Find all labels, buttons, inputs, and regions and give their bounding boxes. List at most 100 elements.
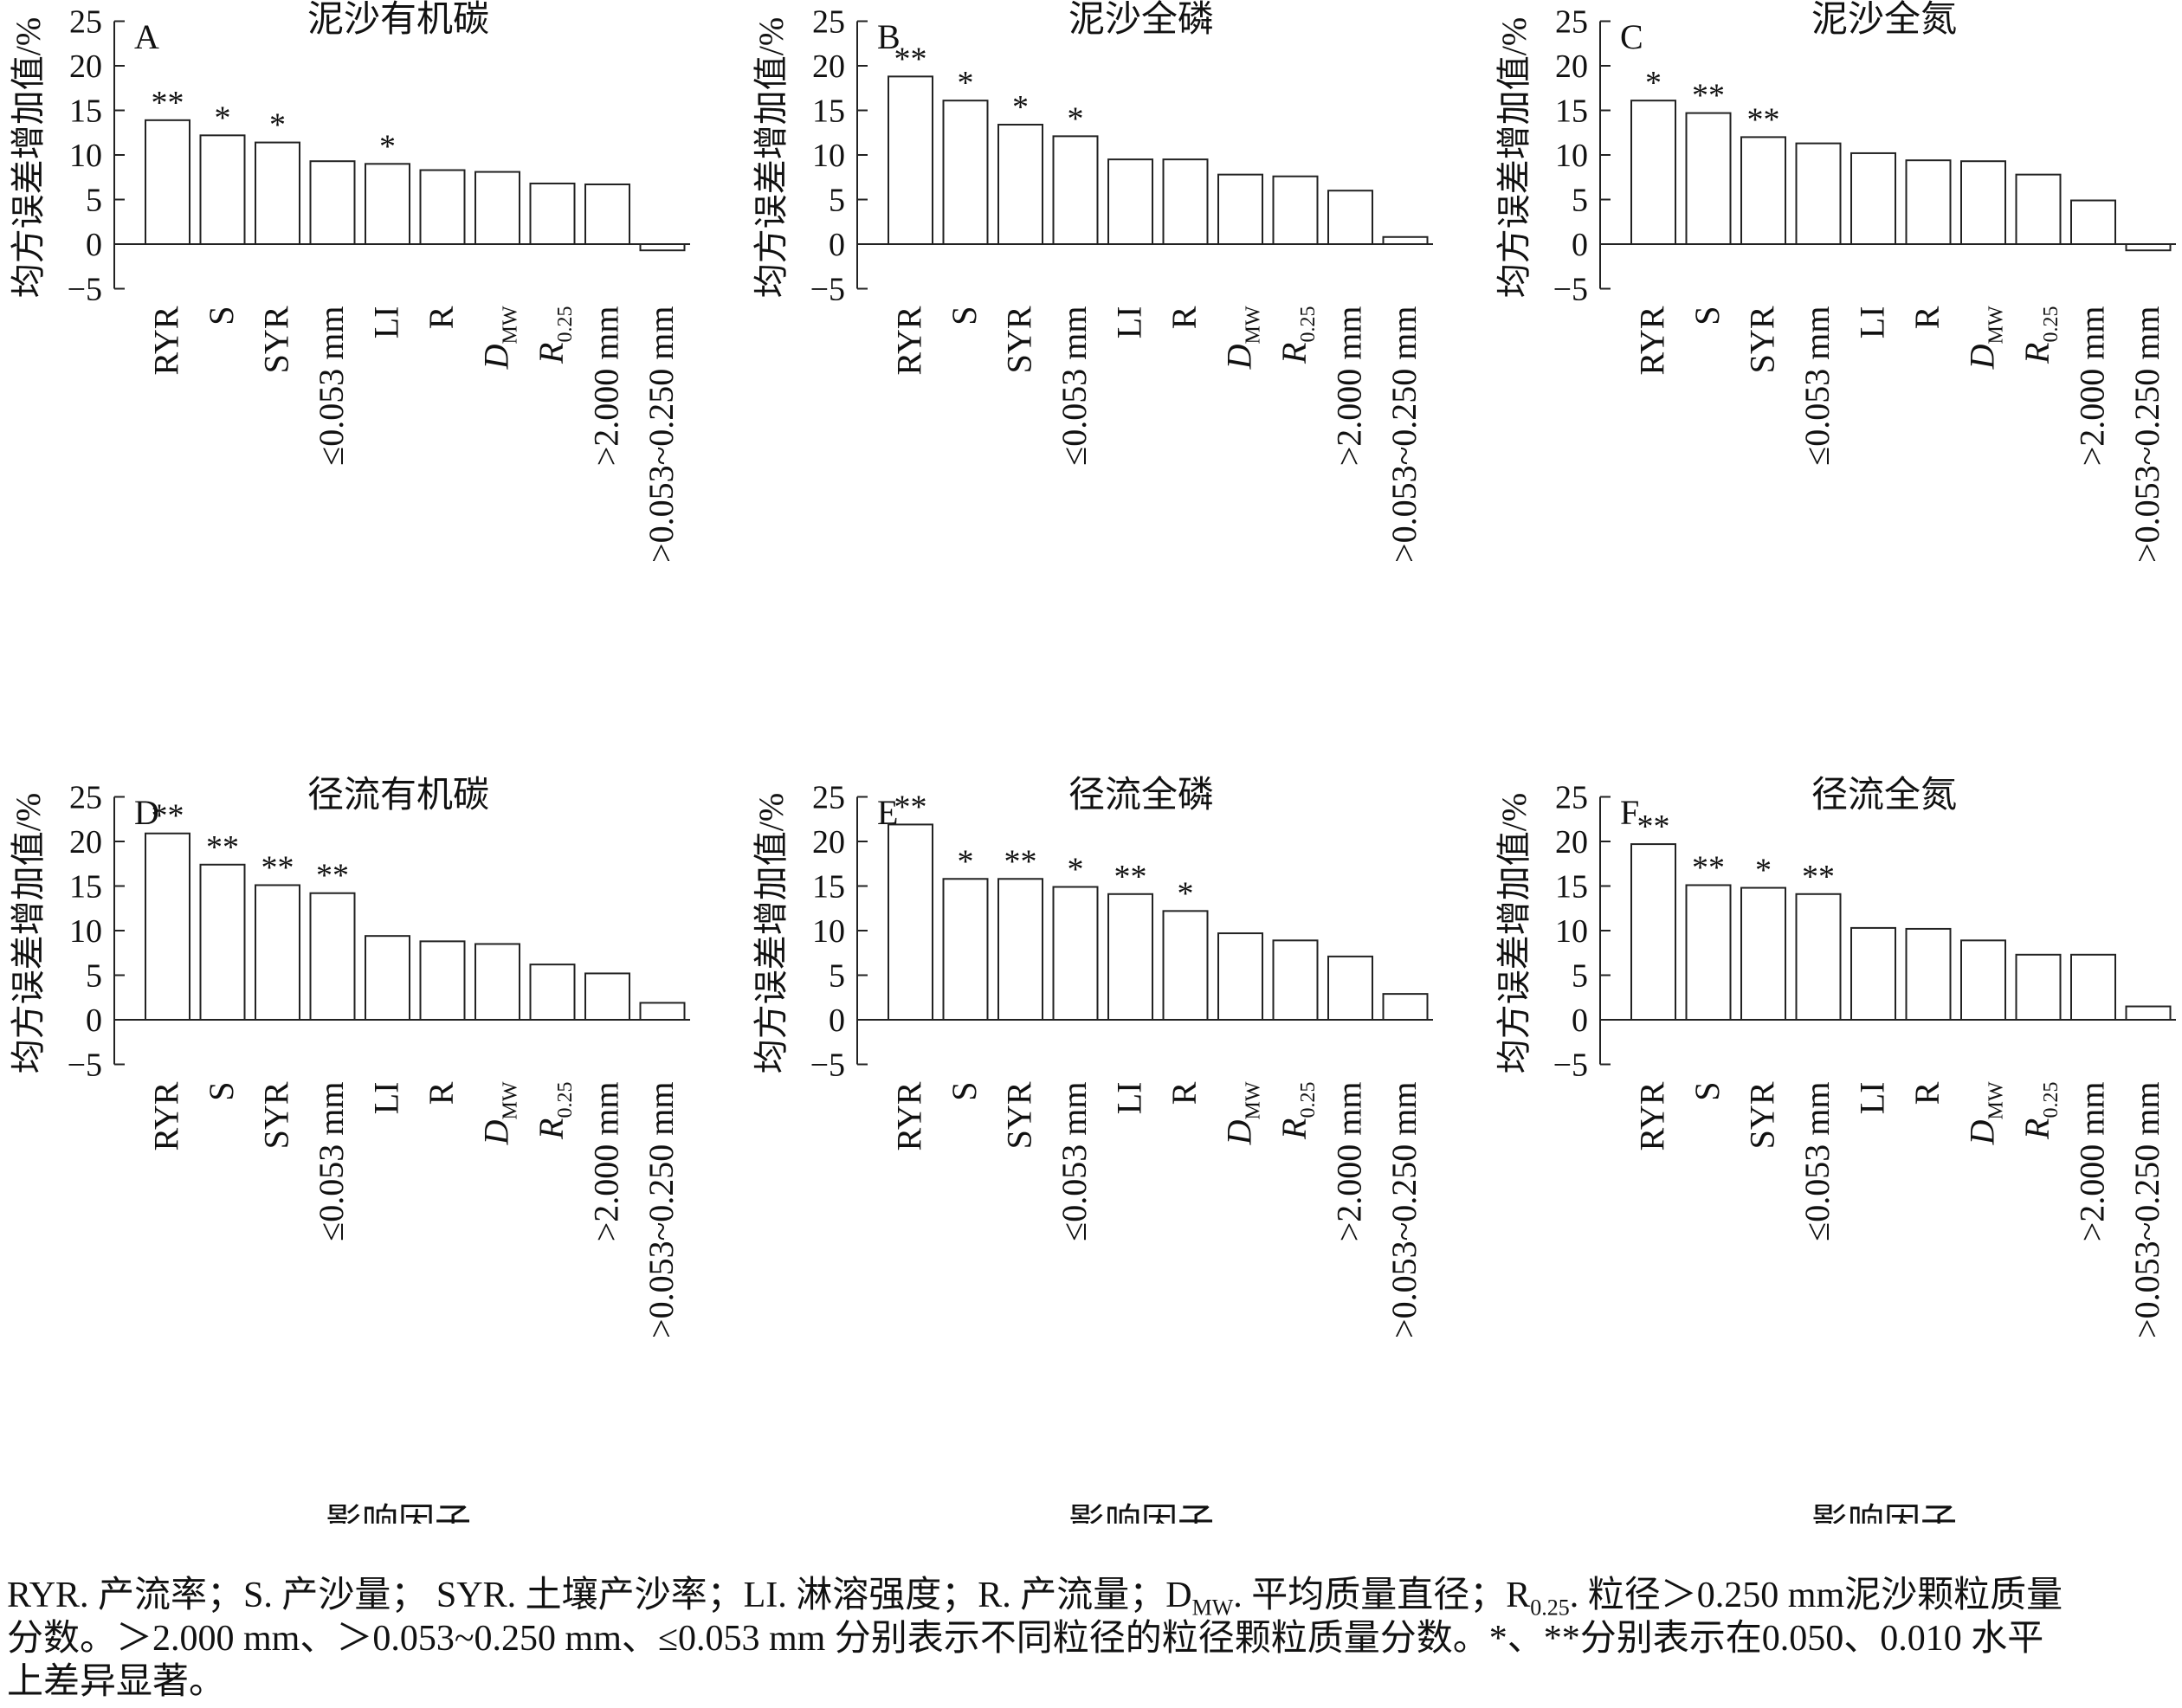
category-label: LI (1110, 1082, 1149, 1115)
y-tick-label: 0 (1572, 1002, 1588, 1039)
category-label-sub: 0.25 (2040, 1082, 2063, 1118)
category-label: >2.000 mm (1330, 306, 1369, 467)
y-axis-title: 均方误差增加值/% (9, 793, 48, 1073)
y-tick-label: 15 (812, 869, 845, 906)
category-label: ≤0.053 mm (312, 306, 351, 466)
category-label-sub: 0.25 (554, 1082, 577, 1118)
significance-mark: * (1645, 65, 1662, 101)
category-label: ≤0.053 mm (1798, 306, 1837, 466)
y-axis-title: 均方误差增加值/% (9, 17, 48, 298)
category-label-main: D (1963, 1119, 2002, 1145)
y-tick-label: 5 (1572, 183, 1588, 219)
caption-line-3: 上差异显著。 (7, 1662, 226, 1702)
category-label: LI (367, 1082, 406, 1115)
category-label-main: R (532, 343, 571, 364)
y-tick-label: 20 (1555, 48, 1588, 85)
bar (1630, 100, 1676, 245)
category-label: R0.25 (532, 1082, 577, 1140)
y-tick-label: 15 (1555, 93, 1588, 130)
bar (1795, 142, 1842, 245)
bar (1382, 235, 1429, 246)
category-label: S (1688, 1082, 1727, 1101)
bar (2015, 173, 2062, 245)
category-label: LI (1110, 306, 1149, 339)
category-label: R0.25 (1275, 306, 1320, 364)
bar (1905, 159, 1952, 245)
bar (1905, 927, 1952, 1021)
category-label: SYR (1743, 306, 1782, 373)
bar (1850, 926, 1896, 1021)
bar (529, 182, 576, 246)
significance-mark: ** (1692, 78, 1725, 114)
y-tick-label: 15 (69, 93, 102, 130)
category-label-main: R (532, 1118, 571, 1140)
bar (255, 884, 300, 1021)
bar (1685, 884, 1732, 1021)
category-label-main: D (1963, 344, 2002, 370)
category-label: R (1165, 1081, 1204, 1105)
category-label: R (422, 1081, 461, 1105)
significance-mark: ** (1004, 843, 1037, 880)
category-label-main: D (1220, 1119, 1259, 1145)
significance-mark: ** (206, 829, 239, 866)
category-label: ≤0.053 mm (312, 1082, 351, 1241)
category-label: SYR (257, 306, 296, 373)
bar (1162, 910, 1209, 1021)
y-tick-label: 0 (829, 227, 845, 263)
bar (942, 878, 989, 1022)
category-label: >2.000 mm (1330, 1082, 1369, 1242)
panel-letter: B (877, 17, 901, 56)
category-label-sub: MW (500, 306, 522, 344)
y-tick-label: 10 (69, 138, 102, 174)
caption-line-1: RYR. 产流率；S. 产沙量； SYR. 土壤产沙率；LI. 淋溶强度；R. … (7, 1574, 2176, 1621)
category-label: R (422, 306, 461, 329)
figure-caption: RYR. 产流率；S. 产沙量； SYR. 土壤产沙率；LI. 淋溶强度；R. … (7, 1574, 2176, 1704)
bar (529, 964, 576, 1021)
y-tick-label: 5 (1572, 958, 1588, 995)
category-label-sub: 0.25 (1297, 1082, 1320, 1118)
bar (255, 141, 300, 245)
bar (1795, 893, 1842, 1021)
bar (1162, 158, 1209, 245)
bar (1327, 955, 1373, 1021)
category-label: DMW (1963, 1081, 2008, 1145)
caption-line-1-start: RYR. 产流率；S. 产沙量； SYR. 土壤产沙率；LI. 淋溶强度；R. … (7, 1576, 1192, 1615)
category-label: DMW (477, 306, 522, 370)
chart-panel-c: −5 0 5 10 15 20 25 均方误差增加值/% C 泥沙全氮 * RYR ** S ** SYR ≤0… (1494, 0, 2176, 563)
caption-r025-sub: 0.25 (1530, 1595, 1570, 1621)
category-label: S (202, 1082, 241, 1101)
panel-title: 泥沙全氮 (1811, 0, 1957, 40)
y-tick-label: 5 (829, 958, 845, 995)
bar (309, 892, 356, 1021)
y-tick-label: 20 (1555, 824, 1588, 860)
category-label: >0.053~0.250 mm (1385, 1082, 1423, 1338)
bar (1107, 158, 1153, 245)
panel-title: 径流全氮 (1811, 775, 1957, 815)
significance-mark: * (1068, 100, 1084, 137)
bar (199, 134, 246, 245)
bar (1217, 173, 1263, 245)
category-label: DMW (1963, 306, 2008, 370)
y-tick-label: −5 (810, 272, 845, 308)
bar (309, 160, 356, 246)
y-tick-label: −5 (810, 1047, 845, 1084)
caption-dmw-sub: MW (1191, 1595, 1234, 1621)
category-label-sub: 0.25 (2040, 306, 2063, 343)
significance-mark: * (1178, 875, 1194, 912)
category-label-main: R (1275, 343, 1314, 364)
category-label: DMW (1220, 306, 1265, 370)
bar (145, 119, 190, 245)
y-tick-label: 15 (1555, 869, 1588, 906)
bar (145, 832, 190, 1022)
y-tick-label: 0 (829, 1002, 845, 1039)
category-label: >0.053~0.250 mm (1385, 306, 1423, 563)
category-label: RYR (147, 1081, 186, 1150)
caption-line-1-end: . 粒径＞0.250 mm泥沙颗粒质量 (1569, 1576, 2063, 1615)
bar (639, 1002, 686, 1021)
y-tick-label: 5 (86, 183, 102, 219)
category-label: LI (1853, 1082, 1892, 1115)
panel-title: 泥沙全磷 (1068, 0, 1214, 40)
bar (2125, 1005, 2172, 1021)
